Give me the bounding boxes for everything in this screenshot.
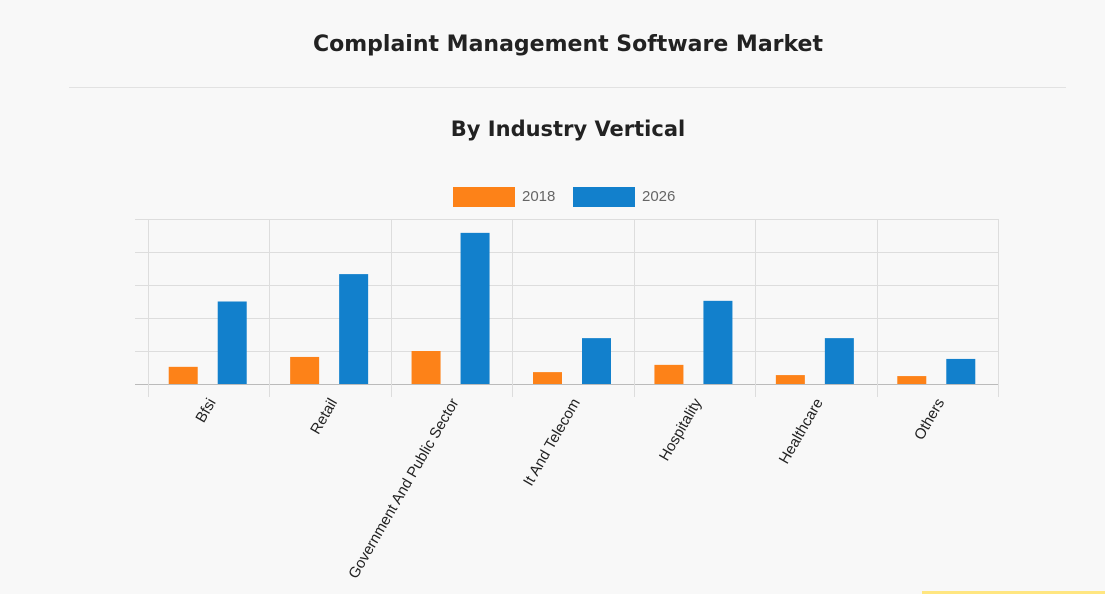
legend-swatch [573, 187, 635, 207]
bar [411, 351, 441, 384]
legend-swatch [453, 187, 515, 207]
x-tick-label: Government And Public Sector [345, 395, 462, 581]
bar [654, 364, 684, 384]
bar [824, 338, 854, 384]
bar [460, 232, 490, 384]
decoration [922, 591, 1105, 594]
x-tick-label: Healthcare [776, 395, 827, 466]
bar [775, 375, 805, 384]
x-tick-label: Bfsi [192, 395, 219, 425]
bar [946, 358, 976, 384]
x-tick-label: Retail [307, 395, 341, 437]
legend-label: 2026 [642, 188, 675, 205]
bar [582, 338, 611, 384]
bar [290, 356, 320, 384]
bar [339, 274, 369, 384]
chart-subtitle: By Industry Vertical [451, 117, 685, 141]
bar [168, 366, 198, 384]
x-tick-label: It And Telecom [520, 395, 584, 488]
bar [703, 300, 733, 384]
bar [533, 372, 562, 384]
bar [897, 376, 927, 384]
bar [217, 301, 247, 384]
x-tick-label: Others [911, 395, 948, 442]
chart-title: Complaint Management Software Market [313, 32, 823, 57]
x-tick-label: Hospitality [656, 395, 706, 464]
legend-label: 2018 [522, 188, 555, 205]
